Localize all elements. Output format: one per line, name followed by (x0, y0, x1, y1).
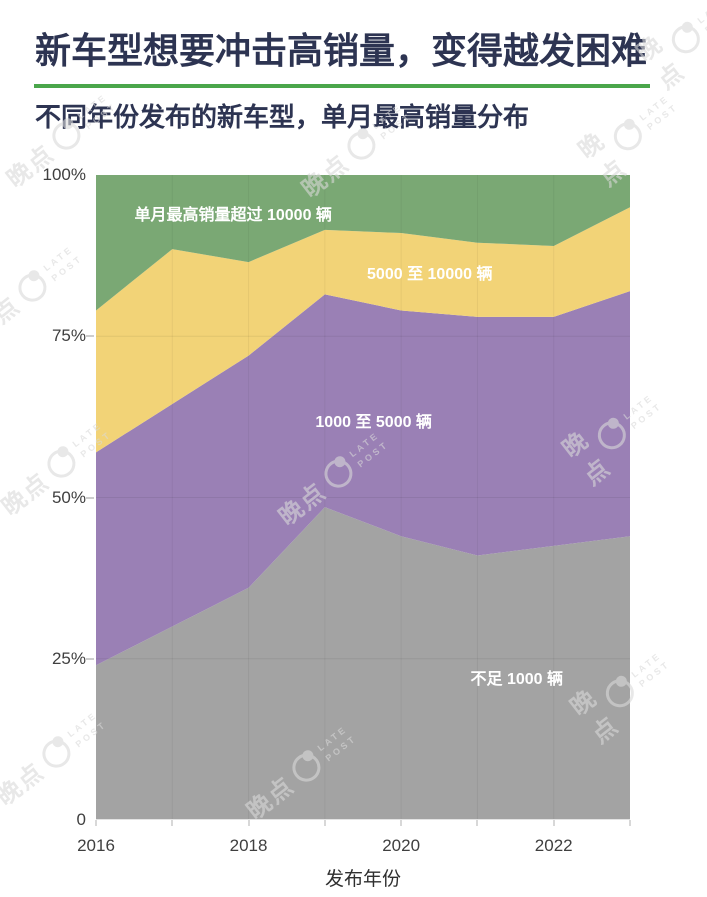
x-tick-label: 2022 (534, 836, 573, 855)
x-tick-mark (400, 820, 403, 826)
series-label: 单月最高销量超过 10000 辆 (134, 207, 332, 225)
y-tick-mark (86, 335, 94, 338)
y-tick-label: 100% (42, 165, 86, 184)
x-tick-mark (629, 820, 631, 826)
latepost-logo-icon (666, 19, 706, 59)
x-axis-baseline (96, 819, 630, 820)
watermark-en-text: LATE POST (695, 0, 707, 35)
area-band-3 (96, 175, 630, 311)
watermark-en-text: LATE POST (629, 650, 672, 689)
latepost-logo-icon (12, 267, 52, 307)
y-tick-label: 25% (51, 648, 86, 668)
watermark-cn-text: 晚点 (0, 757, 50, 812)
area-band-1 (96, 291, 630, 666)
x-tick-mark (247, 820, 250, 826)
page-subtitle: 不同年份发布的新车型，单月最高销量分布 (35, 102, 530, 132)
y-tick-label: 50% (51, 487, 86, 507)
y-tick-label: 75% (51, 326, 86, 346)
watermark-en-text: LATE POST (637, 93, 680, 132)
x-axis-title: 发布年份 (324, 869, 402, 890)
x-tick-label: 2018 (229, 836, 268, 855)
y-tick-label: 0 (76, 810, 86, 829)
stacked-area-plot (96, 175, 630, 820)
y-tick-mark (86, 496, 94, 499)
latepost-logo-icon (41, 443, 81, 483)
x-tick-label: 2016 (77, 836, 115, 855)
x-tick-label: 2020 (382, 836, 421, 855)
x-tick-mark (323, 820, 326, 826)
x-tick-mark (552, 820, 555, 826)
title-divider (34, 84, 650, 88)
latepost-logo-icon (36, 733, 76, 773)
page-title: 新车型想要冲击高销量，变得越发困难 (35, 30, 648, 71)
x-tick-mark (171, 820, 174, 826)
x-tick-mark (476, 820, 479, 826)
series-label: 5000 至 10000 辆 (367, 265, 493, 283)
y-tick-mark (86, 657, 94, 660)
series-label: 不足 1000 辆 (470, 670, 564, 688)
x-tick-mark (95, 820, 97, 826)
area-band-0 (96, 507, 630, 820)
watermark-en-text: LATE POST (41, 244, 85, 283)
series-label: 1000 至 5000 辆 (315, 414, 432, 432)
latepost-logo-icon (608, 116, 648, 156)
area-band-2 (96, 207, 630, 453)
